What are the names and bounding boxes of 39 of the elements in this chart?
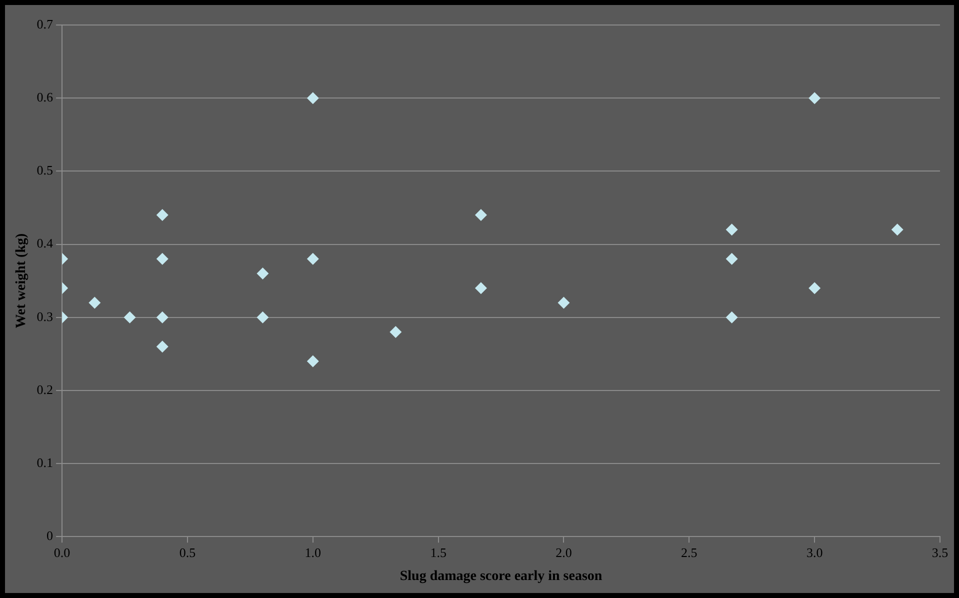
point [306, 252, 319, 265]
point [156, 209, 168, 222]
y-tick-label: 0.7 [36, 16, 54, 32]
point [306, 92, 319, 104]
point [88, 296, 101, 309]
y-axis-title: Wet weight (kg) [14, 233, 30, 328]
x-tick-label: 0.0 [54, 544, 70, 560]
x-tick-label: 3.5 [932, 544, 948, 560]
point [808, 282, 821, 294]
point [726, 252, 738, 265]
point [156, 311, 168, 324]
y-tick-label: 0.5 [36, 162, 54, 178]
x-tick-label: 0.5 [179, 544, 196, 560]
y-tick-label: 0.1 [36, 454, 54, 470]
x-tick-label: 1.0 [304, 544, 322, 560]
x-tick-label: 1.5 [430, 544, 446, 560]
y-tick-label: 0 [46, 528, 54, 544]
point [726, 224, 738, 236]
y-tick-label: 0.3 [36, 308, 54, 324]
x-tick-label: 2.0 [556, 544, 572, 560]
point [156, 252, 168, 265]
point [256, 267, 269, 280]
point [558, 296, 570, 309]
y-tick-label: 0.4 [36, 236, 54, 251]
y-tick-label: 0.6 [36, 90, 54, 105]
point [808, 92, 821, 104]
point [474, 209, 487, 222]
point [726, 311, 738, 324]
y-tick-label: 0.2 [36, 382, 54, 397]
x-tick-label: 3.0 [806, 544, 823, 560]
x-tick-label: 2.5 [681, 544, 698, 560]
x-axis-title: Slug damage score early in season [400, 569, 602, 584]
point [306, 355, 319, 368]
point [156, 340, 168, 353]
point [124, 311, 136, 324]
point [891, 224, 904, 236]
point [474, 282, 487, 294]
point [390, 326, 402, 338]
point [256, 311, 269, 324]
